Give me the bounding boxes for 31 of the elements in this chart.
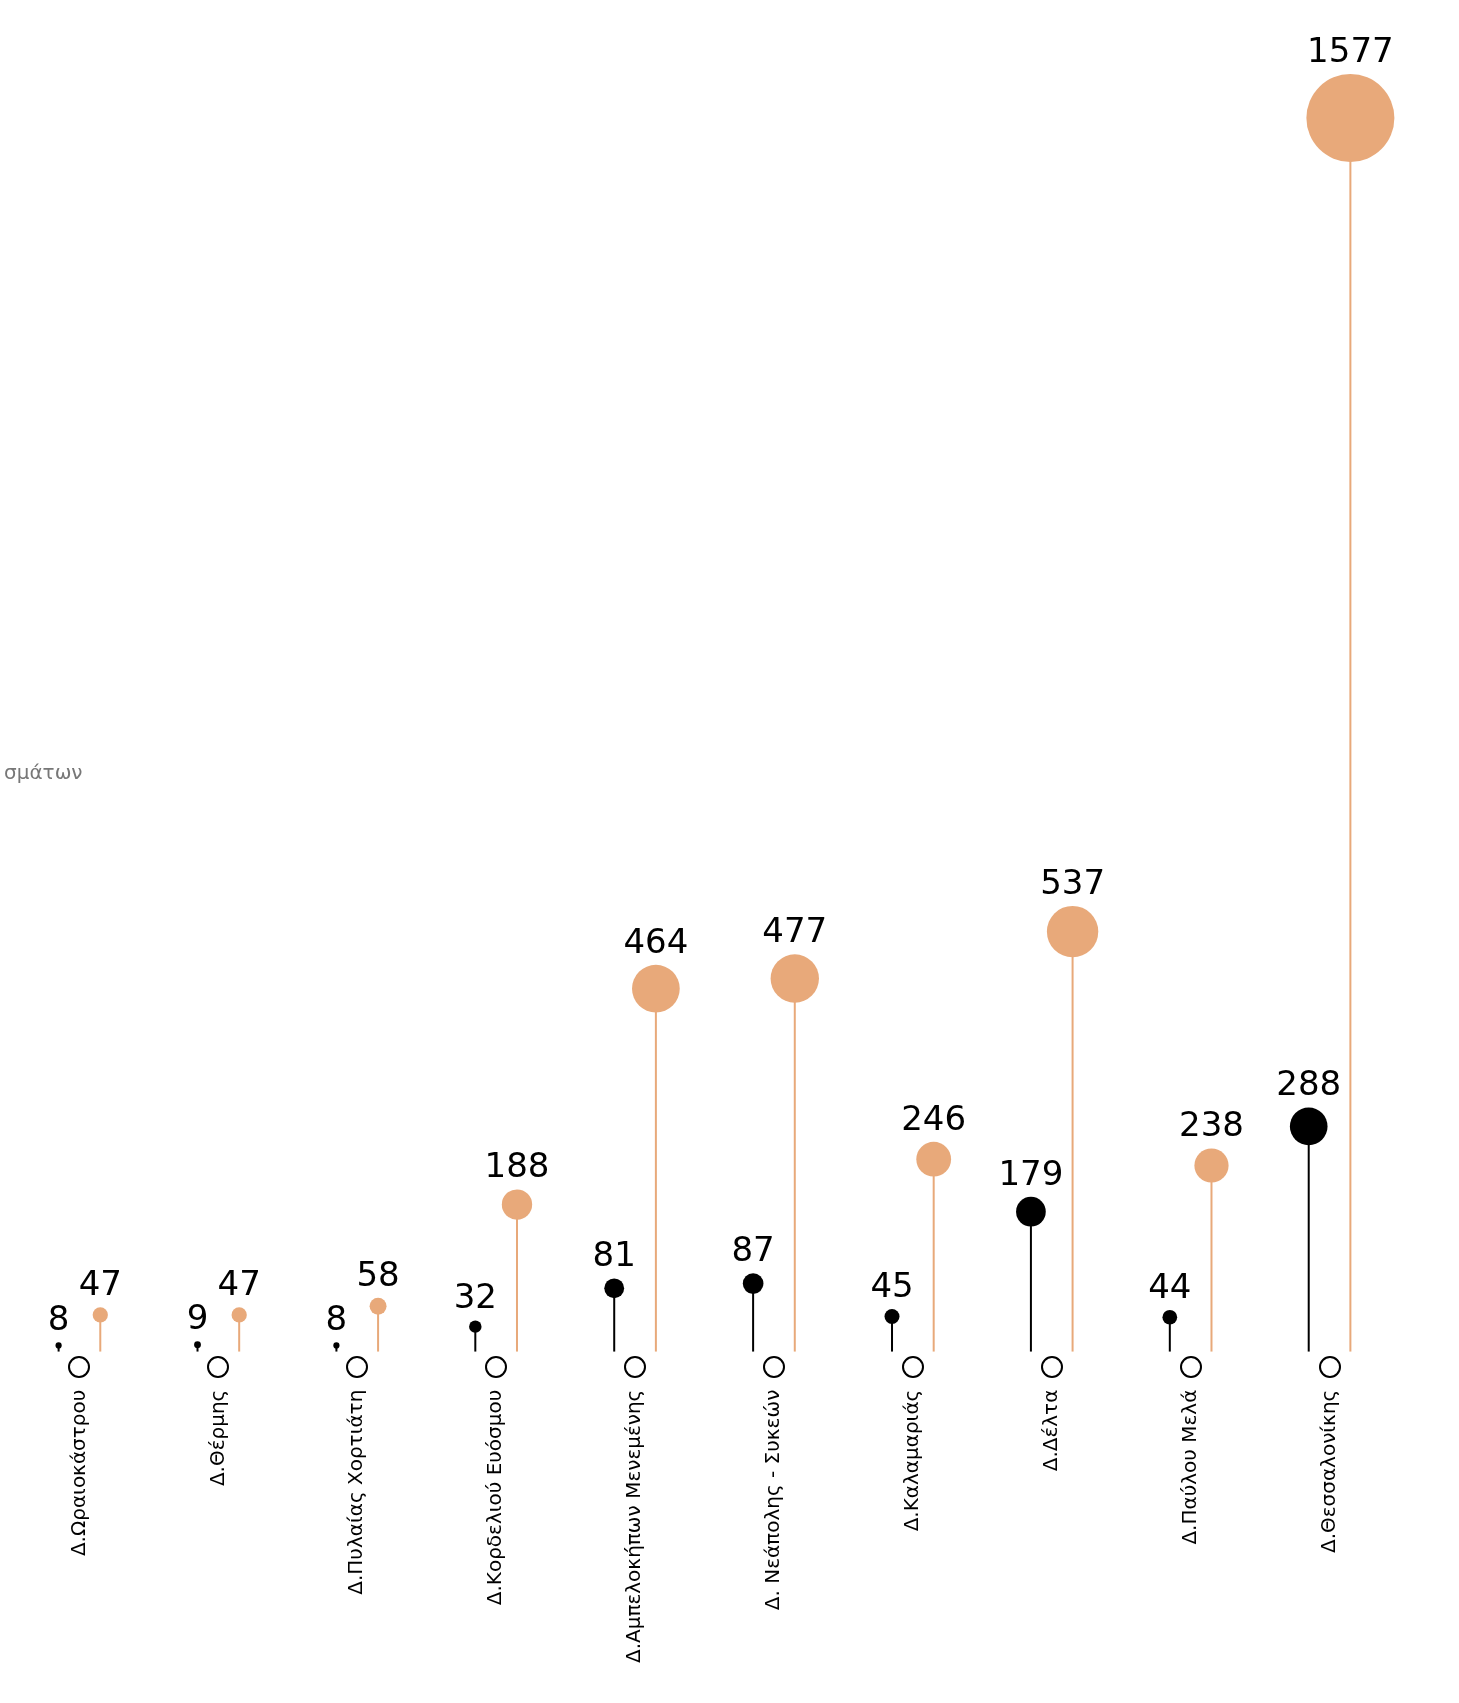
x-tick-label: Δ.Δέλτα [1037,1389,1062,1472]
x-tick-label: Δ. Νεάπολης - Συκεών [760,1389,785,1611]
data-label: 87 [731,1229,775,1270]
x-tick-label: Δ.Ωραιοκάστρου [65,1389,90,1557]
data-label: 238 [1179,1104,1244,1145]
data-label: 32 [453,1276,497,1317]
x-tick-label: Δ.Καλαμαριάς [899,1389,924,1532]
annotation: σμάτων [4,760,83,784]
x-tick-label: Δ.Αμπελοκήπων Μενεμένης [621,1389,646,1664]
data-label: 179 [998,1152,1064,1193]
data-label: 47 [78,1263,122,1304]
data-label: 188 [484,1145,550,1186]
data-label: 58 [356,1253,400,1294]
data-label: 1577 [1307,29,1394,70]
x-tick-label: Δ.Πυλαίας Χορτιάτη [343,1389,368,1595]
x-tick-label: Δ.Θέρμης [204,1389,229,1487]
x-tick-label: Δ.Κορδελιού Ευόσμου [482,1389,507,1606]
data-label: 47 [217,1263,261,1304]
data-label: 477 [762,910,828,951]
data-label: 45 [870,1264,914,1305]
data-label: 44 [1148,1265,1192,1306]
data-label: 81 [592,1234,636,1275]
x-tick-label: Δ.Παύλου Μελά [1176,1389,1201,1545]
data-label: 464 [623,920,689,961]
data-label: 8 [47,1298,70,1339]
data-label: 8 [325,1298,348,1339]
data-label: 246 [901,1097,967,1138]
x-tick-label: Δ.Θεσσαλονίκης [1315,1389,1340,1554]
data-label: 288 [1276,1063,1342,1104]
data-label: 537 [1040,861,1106,902]
data-label: 9 [186,1297,209,1338]
